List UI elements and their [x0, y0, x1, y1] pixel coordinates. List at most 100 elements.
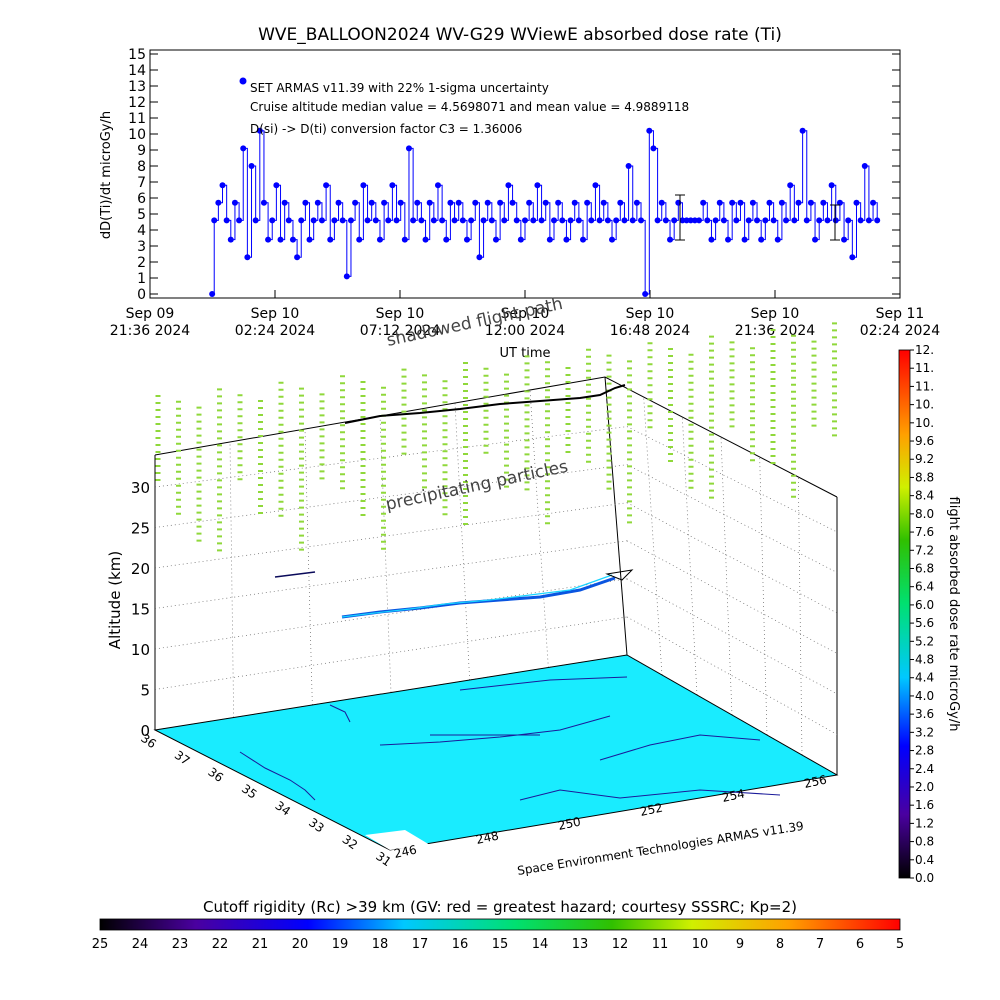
dose-point [476, 254, 483, 261]
dose-point [468, 217, 475, 224]
top-x-label: UT time [500, 346, 551, 361]
y-tick-label: 2 [137, 255, 146, 271]
dose-point [347, 217, 354, 224]
dose-tick-label: 6.0 [915, 598, 934, 612]
dose-point [273, 182, 280, 189]
dose-point [596, 217, 603, 224]
dose-point [741, 236, 748, 243]
dose-tick-label: 4.8 [915, 653, 934, 667]
x-tick-label: 12:00 2024 [485, 323, 566, 339]
dose-tick-label: 4.4 [915, 671, 934, 685]
x-tick-label: 02:24 2024 [235, 323, 316, 339]
dose-point [256, 127, 263, 134]
dose-point [376, 236, 383, 243]
dose-point [430, 217, 437, 224]
dose-point [513, 217, 520, 224]
dose-tick-label: 7.6 [915, 525, 934, 539]
rigidity-tick-label: 13 [572, 937, 589, 952]
dose-point [426, 199, 433, 206]
dose-point [783, 217, 790, 224]
dose-point [277, 236, 284, 243]
dose-point [600, 199, 607, 206]
dose-tick-label: 3.6 [915, 707, 934, 721]
dose-point [385, 217, 392, 224]
dose-tick-label: 0.4 [915, 853, 934, 867]
dose-point [853, 199, 860, 206]
dose-point [841, 236, 848, 243]
dose-point [343, 273, 350, 280]
longitude-tick-label: 250 [557, 814, 582, 832]
dose-point [439, 217, 446, 224]
dose-tick-label: 5.2 [915, 634, 934, 648]
flight-end-marker [605, 569, 634, 581]
dose-point [331, 217, 338, 224]
dose-point [708, 236, 715, 243]
dose-point [335, 199, 342, 206]
dose-point [575, 217, 582, 224]
dose-point [563, 236, 570, 243]
dose-point [443, 236, 450, 243]
top-y-label: dD(Ti)/dt microGy/h [99, 111, 114, 239]
dose-point [244, 254, 251, 261]
dose-point [397, 199, 404, 206]
dose-point [260, 199, 267, 206]
dose-point [638, 217, 645, 224]
dose-colorbar-ticks: 0.0 0.4 0.8 1.2 1.6 2.0 2.4 2.8 3.2 3.6 4.0 4.4 4.8 5… [910, 343, 934, 885]
dose-point [791, 217, 798, 224]
legend-line-3: D(si) -> D(ti) conversion factor C3 = 1.… [250, 122, 522, 136]
y-tick-label: 8 [137, 159, 146, 175]
dose-point [687, 217, 694, 224]
dose-point [451, 217, 458, 224]
rigidity-tick-label: 20 [292, 937, 309, 952]
dose-point [517, 236, 524, 243]
rigidity-tick-label: 24 [132, 937, 149, 952]
dose-point [812, 236, 819, 243]
dose-point [302, 199, 309, 206]
dose-point [209, 291, 216, 297]
dose-tick-label: 2.0 [915, 780, 934, 794]
altitude-axis: 0 5 10 15 20 25 30 [131, 479, 150, 740]
y-tick-label: 14 [128, 63, 146, 79]
dose-point [327, 236, 334, 243]
dose-tick-label: 12. [915, 343, 934, 357]
dose-point [629, 217, 636, 224]
dose-point [571, 199, 578, 206]
x-tick-label: 02:24 2024 [860, 323, 941, 339]
x-tick-label: 21:36 2024 [110, 323, 191, 339]
rigidity-tick-label: 19 [332, 937, 349, 952]
rigidity-tick-label: 17 [412, 937, 429, 952]
y-tick-label: 3 [137, 239, 146, 255]
dose-point [849, 254, 856, 261]
dose-colorbar-label: flight absorbed dose rate microGy/h [946, 497, 961, 732]
dose-point [729, 199, 736, 206]
grid-line-z [626, 540, 838, 654]
flight-path-shadow-mid [274, 571, 316, 578]
grid-line-z [154, 578, 628, 650]
dose-point [368, 199, 375, 206]
dose-point [294, 254, 301, 261]
dose-point [700, 199, 707, 206]
altitude-tick-label: 15 [131, 601, 150, 619]
dose-point [712, 217, 719, 224]
map-land-patch [365, 830, 430, 850]
dose-tick-label: 4.0 [915, 689, 934, 703]
dose-point [580, 236, 587, 243]
dose-point [820, 199, 827, 206]
dose-tick-label: 0.8 [915, 835, 934, 849]
altitude-label: Altitude (km) [106, 551, 124, 649]
dose-point [633, 199, 640, 206]
longitude-tick-label: 248 [475, 828, 500, 846]
dose-point [488, 217, 495, 224]
altitude-tick-label: 30 [131, 479, 150, 497]
dose-tick-label: 1.6 [915, 798, 934, 812]
dose-point [874, 217, 881, 224]
dose-point [414, 199, 421, 206]
dose-point [434, 182, 441, 189]
rigidity-colorbar-label: Cutoff rigidity (Rc) >39 km (GV: red = g… [203, 898, 797, 916]
dose-point [227, 236, 234, 243]
map-plane [153, 654, 839, 851]
dose-point [459, 217, 466, 224]
rigidity-tick-label: 18 [372, 937, 389, 952]
dose-point [787, 182, 794, 189]
